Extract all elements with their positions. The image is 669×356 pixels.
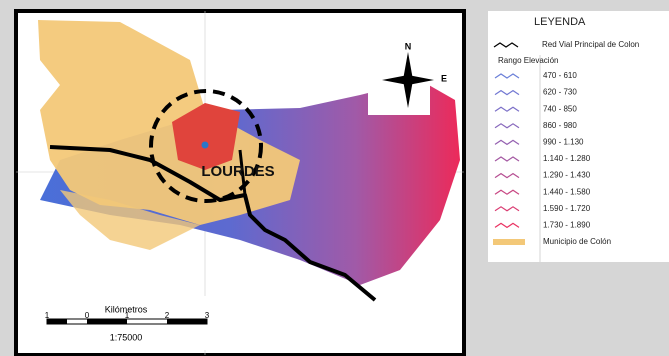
legend-range-title: Rango Elevación — [498, 56, 558, 65]
page: {"map": {"place_label": "LOURDES", "comp… — [0, 0, 669, 356]
legend-label: 860 - 980 — [543, 121, 577, 130]
legend-label: 1.290 - 1.430 — [543, 171, 591, 180]
legend-label: 990 - 1.130 — [543, 138, 584, 147]
scale-ratio: 1:75000 — [110, 332, 143, 342]
legend-label: 740 - 850 — [543, 104, 577, 113]
town-marker — [202, 142, 209, 149]
place-label: LOURDES — [201, 163, 274, 180]
scale-bar — [47, 319, 67, 324]
scale-bar — [87, 319, 127, 324]
legend-road: Red Vial Principal de Colon — [542, 40, 639, 49]
scale-tick-label: 0 — [85, 311, 90, 320]
legend-label: 1.590 - 1.720 — [543, 204, 591, 213]
scale-bar — [167, 319, 207, 324]
scale-tick-label: 3 — [205, 311, 210, 320]
legend-symbol — [493, 239, 525, 245]
scale-tick-label: 1 — [45, 311, 50, 320]
legend-label: 470 - 610 — [543, 71, 577, 80]
legend-title: LEYENDA — [534, 16, 586, 28]
legend-label: Municipio de Colón — [543, 237, 611, 246]
legend-label: 620 - 730 — [543, 88, 577, 97]
legend-label: 1.440 - 1.580 — [543, 187, 591, 196]
compass-n: N — [405, 41, 412, 51]
legend-label: 1.730 - 1.890 — [543, 221, 591, 230]
scale-tick-label: 2 — [165, 311, 170, 320]
screen: LOURDES N E Kilómetros 1:75000 LEYENDA R… — [0, 0, 669, 356]
legend-label: 1.140 - 1.280 — [543, 154, 591, 163]
scale-tick-label: 1 — [125, 311, 130, 320]
compass-e: E — [441, 73, 447, 83]
